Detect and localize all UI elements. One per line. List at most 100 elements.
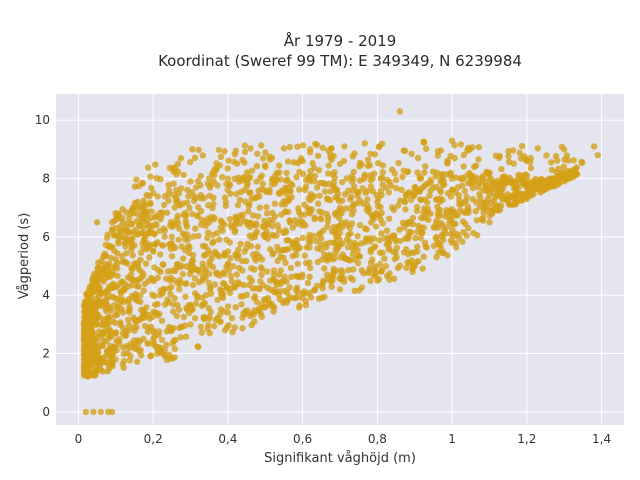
data-point [151, 264, 158, 271]
data-point [249, 251, 257, 258]
data-point [334, 242, 341, 249]
data-point [249, 285, 257, 292]
data-point [140, 197, 147, 204]
data-point [400, 249, 408, 256]
y-tick-label: 6 [42, 230, 50, 244]
data-point [286, 217, 293, 225]
data-point [381, 235, 388, 242]
data-point [399, 173, 406, 181]
data-point [201, 251, 209, 259]
data-point [177, 155, 185, 162]
data-point [301, 252, 308, 259]
data-point [383, 227, 391, 234]
data-point [532, 185, 540, 192]
data-point [325, 180, 332, 188]
data-point [411, 183, 419, 191]
data-point [131, 199, 139, 207]
data-point [204, 234, 211, 241]
data-point [192, 225, 199, 232]
data-point [283, 278, 290, 285]
data-point [85, 333, 93, 340]
data-point [113, 337, 120, 344]
data-point [450, 233, 457, 240]
data-point [172, 165, 179, 172]
data-point [299, 234, 306, 242]
data-point [442, 224, 450, 231]
data-point [221, 148, 228, 155]
data-point [514, 190, 521, 197]
data-point [347, 193, 355, 200]
data-point [205, 279, 213, 287]
data-point [232, 304, 239, 311]
data-point [324, 214, 332, 221]
data-point [171, 243, 178, 251]
data-point [206, 258, 213, 265]
data-point [186, 309, 193, 317]
data-point [340, 275, 347, 282]
data-point [455, 192, 463, 199]
data-point [376, 143, 383, 150]
data-point [297, 217, 304, 224]
data-point [350, 246, 357, 253]
data-point [479, 214, 487, 222]
data-point [459, 182, 466, 189]
data-point [414, 248, 421, 255]
data-point [364, 162, 372, 169]
data-point [213, 229, 221, 237]
data-point [361, 173, 369, 180]
data-point [168, 283, 175, 291]
data-point [127, 210, 134, 217]
data-point [264, 235, 272, 242]
data-point [375, 276, 383, 283]
data-point [315, 167, 323, 174]
data-point [430, 224, 437, 231]
data-point [235, 174, 242, 181]
data-point [171, 204, 178, 211]
data-point [319, 144, 326, 151]
data-point [151, 221, 159, 228]
data-point [145, 241, 153, 248]
data-point [192, 300, 200, 307]
data-point [282, 259, 289, 266]
data-point [381, 255, 388, 262]
data-point [262, 162, 269, 169]
data-point [120, 344, 127, 351]
data-point [321, 265, 328, 272]
data-point [472, 208, 479, 215]
data-point [190, 192, 197, 200]
data-point [282, 229, 290, 236]
data-point [263, 204, 270, 211]
data-point [195, 146, 202, 154]
data-point [377, 175, 384, 182]
data-point [211, 248, 219, 255]
data-point [433, 253, 440, 261]
data-point [274, 243, 281, 251]
data-point [189, 146, 196, 153]
data-point [150, 327, 157, 334]
data-point [447, 171, 454, 179]
data-point [243, 169, 251, 176]
data-point [376, 249, 384, 256]
data-point [379, 162, 387, 169]
data-point [350, 202, 357, 209]
data-point [541, 183, 548, 190]
data-point [190, 233, 197, 240]
data-point [103, 289, 110, 296]
data-point [170, 191, 177, 199]
data-point [147, 199, 154, 206]
data-point [144, 311, 151, 318]
data-point [128, 246, 135, 253]
data-point [258, 271, 265, 278]
data-point [81, 302, 88, 309]
data-point [460, 151, 467, 159]
data-point [475, 143, 483, 151]
data-point [246, 174, 254, 181]
data-point [310, 232, 317, 240]
data-point [401, 198, 409, 206]
data-point [248, 265, 255, 272]
data-point [269, 209, 276, 216]
data-point [127, 275, 134, 282]
data-point [316, 192, 323, 199]
data-point [93, 219, 101, 226]
data-point [469, 180, 477, 187]
